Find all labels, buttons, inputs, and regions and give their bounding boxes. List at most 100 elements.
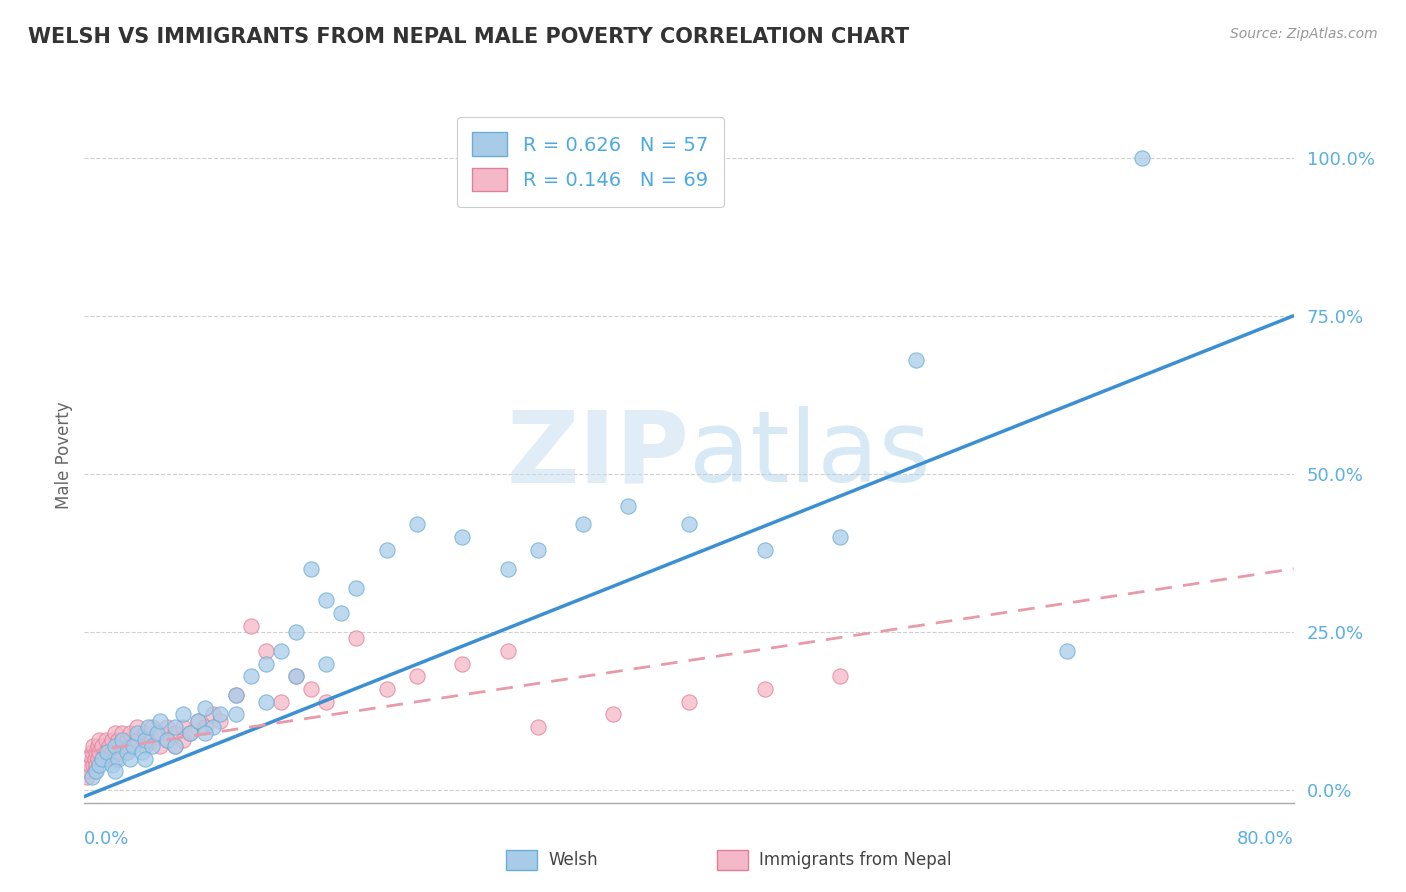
Point	[194, 726, 217, 740]
Point	[100, 732, 122, 747]
Point	[149, 739, 172, 753]
Point	[179, 726, 201, 740]
Point	[156, 732, 179, 747]
Point	[285, 669, 308, 683]
Point	[1130, 151, 1153, 165]
Point	[111, 732, 134, 747]
Point	[104, 751, 127, 765]
Point	[134, 726, 156, 740]
Text: Welsh: Welsh	[548, 851, 598, 869]
Point	[136, 720, 159, 734]
Point	[527, 542, 550, 557]
Point	[118, 739, 141, 753]
Point	[82, 739, 104, 753]
Point	[115, 732, 138, 747]
Point	[270, 644, 292, 658]
Point	[149, 714, 172, 728]
Text: 0.0%: 0.0%	[84, 830, 129, 847]
Point	[830, 669, 852, 683]
Point	[315, 657, 337, 671]
Point	[346, 632, 368, 646]
Point	[602, 707, 624, 722]
Point	[299, 562, 322, 576]
Point	[194, 701, 217, 715]
Point	[131, 745, 153, 759]
Point	[94, 732, 117, 747]
Point	[82, 757, 104, 772]
Point	[97, 739, 120, 753]
Point	[89, 745, 111, 759]
Point	[156, 720, 179, 734]
Point	[141, 720, 163, 734]
Point	[146, 726, 169, 740]
Text: WELSH VS IMMIGRANTS FROM NEPAL MALE POVERTY CORRELATION CHART: WELSH VS IMMIGRANTS FROM NEPAL MALE POVE…	[28, 27, 910, 46]
Point	[451, 530, 474, 544]
Text: atlas: atlas	[689, 407, 931, 503]
Point	[172, 707, 194, 722]
Point	[406, 517, 429, 532]
Point	[172, 720, 194, 734]
Point	[285, 625, 308, 640]
Point	[225, 688, 247, 702]
Point	[225, 707, 247, 722]
Point	[115, 745, 138, 759]
Point	[285, 669, 308, 683]
Point	[134, 751, 156, 765]
Point	[121, 739, 143, 753]
Point	[572, 517, 595, 532]
Point	[165, 739, 187, 753]
Point	[87, 751, 110, 765]
Point	[104, 726, 127, 740]
Point	[225, 688, 247, 702]
Point	[239, 669, 262, 683]
Point	[104, 739, 127, 753]
Point	[830, 530, 852, 544]
Point	[156, 732, 179, 747]
Point	[107, 745, 129, 759]
Point	[254, 695, 277, 709]
Point	[87, 739, 110, 753]
Point	[149, 726, 172, 740]
Point	[187, 714, 209, 728]
Point	[107, 751, 129, 765]
Point	[91, 739, 114, 753]
Point	[299, 681, 322, 696]
Point	[127, 720, 149, 734]
Point	[86, 764, 108, 779]
Point	[100, 757, 122, 772]
Point	[111, 726, 134, 740]
Point	[496, 562, 519, 576]
Point	[201, 720, 224, 734]
Point	[89, 757, 111, 772]
Point	[904, 353, 927, 368]
Point	[89, 732, 111, 747]
Point	[254, 644, 277, 658]
Point	[84, 764, 107, 779]
Point	[187, 714, 209, 728]
Point	[104, 764, 127, 779]
Point	[496, 644, 519, 658]
Point	[165, 726, 187, 740]
Point	[617, 499, 640, 513]
Point	[84, 751, 107, 765]
Point	[527, 720, 550, 734]
Point	[107, 732, 129, 747]
Point	[239, 618, 262, 632]
Point	[375, 681, 398, 696]
Point	[97, 751, 120, 765]
Point	[141, 732, 163, 747]
Point	[118, 726, 141, 740]
Point	[80, 751, 103, 765]
Point	[254, 657, 277, 671]
Point	[134, 732, 156, 747]
Point	[94, 745, 117, 759]
Point	[141, 739, 163, 753]
Point	[346, 581, 368, 595]
Point	[201, 707, 224, 722]
Point	[115, 745, 138, 759]
Text: Source: ZipAtlas.com: Source: ZipAtlas.com	[1230, 27, 1378, 41]
Point	[165, 720, 187, 734]
Point	[91, 751, 114, 765]
Point	[194, 720, 217, 734]
Point	[79, 757, 101, 772]
